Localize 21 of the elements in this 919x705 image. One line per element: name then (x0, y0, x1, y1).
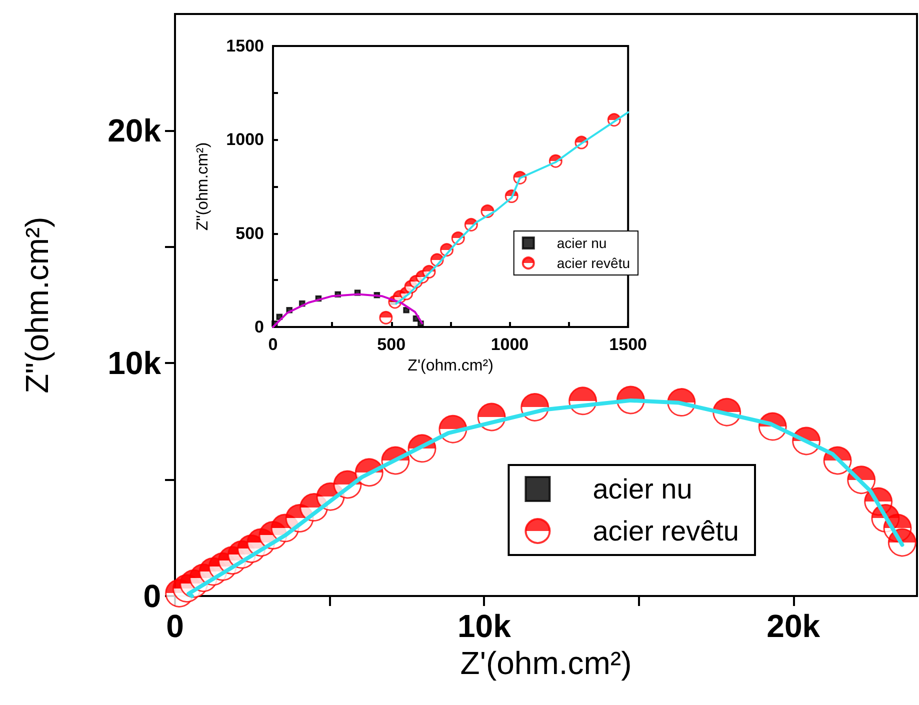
x-tick-label: 1500 (609, 335, 648, 354)
x-axis-title: Z'(ohm.cm²) (460, 644, 632, 681)
y-tick-label: 1500 (226, 36, 264, 56)
legend-label: acier revêtu (556, 255, 630, 271)
y-axis-title: Z"(ohm.cm²) (19, 216, 55, 394)
legend-label: acier revêtu (592, 516, 740, 546)
y-tick-label: 1000 (226, 130, 264, 150)
y-tick-label: 0 (254, 318, 264, 336)
x-tick-label: 0 (166, 608, 184, 644)
legend-label: acier nu (556, 235, 607, 251)
x-tick-label: 500 (377, 335, 406, 354)
y-tick-label: 500 (236, 224, 264, 243)
legend-label: acier nu (592, 474, 692, 504)
x-tick-label: 0 (268, 335, 278, 354)
x-tick-label: 20k (766, 608, 820, 644)
x-axis-title: Z'(ohm.cm²) (408, 357, 494, 374)
x-tick-label: 10k (457, 608, 512, 644)
x-tick-label: 1000 (490, 335, 529, 354)
y-tick-label: 20k (108, 112, 162, 148)
y-axis-title: Z"(ohm.cm²) (194, 142, 212, 231)
y-tick-label: 0 (143, 578, 161, 614)
